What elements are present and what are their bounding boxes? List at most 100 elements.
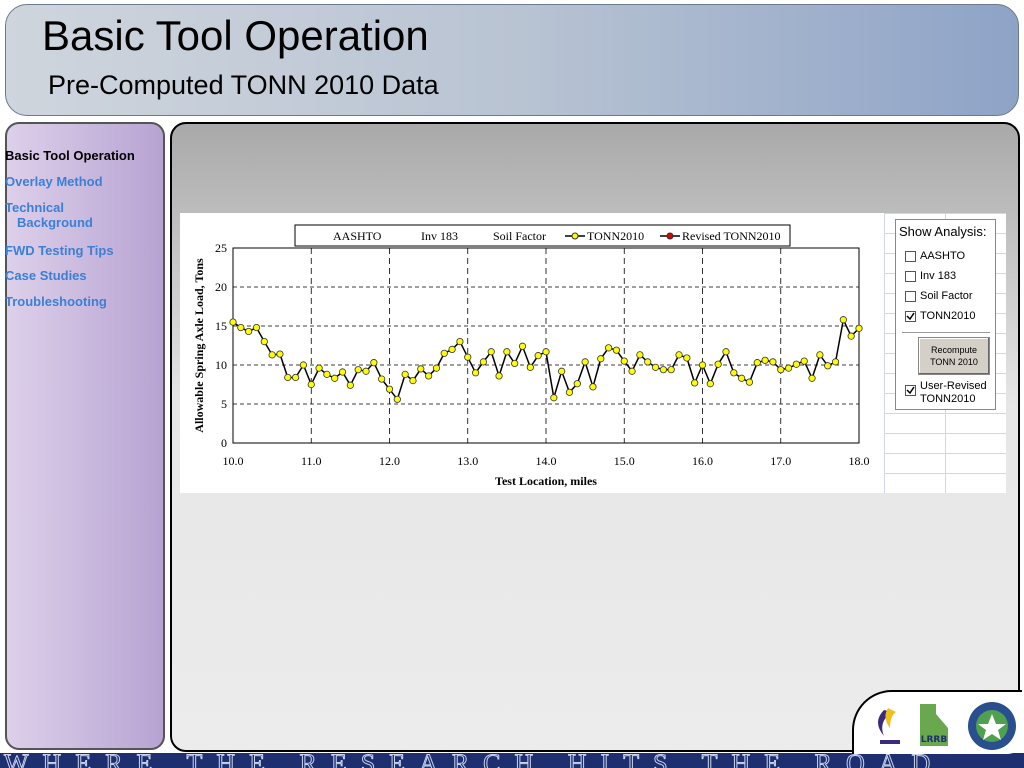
data-point	[268, 351, 276, 359]
data-point	[714, 360, 722, 368]
data-point	[808, 374, 816, 382]
data-point	[276, 350, 284, 358]
data-point	[667, 366, 675, 374]
data-point	[761, 356, 769, 364]
option[interactable]: TONN2010	[905, 310, 975, 322]
data-point	[738, 374, 746, 382]
data-point	[526, 363, 534, 371]
banner: WHERE THE RESEARCH HITS THE ROAD	[3, 753, 945, 768]
data-point	[346, 381, 354, 389]
data-point	[800, 357, 808, 365]
data-point	[683, 354, 691, 362]
checkbox	[905, 311, 916, 322]
data-point	[784, 364, 793, 372]
legend-swatch	[571, 232, 579, 240]
data-point	[597, 355, 605, 363]
data-point	[362, 367, 370, 375]
data-point	[370, 359, 378, 367]
data-point	[456, 338, 464, 346]
data-point	[487, 348, 495, 356]
x-tick-label: 13.0	[457, 454, 478, 468]
nav-item[interactable]: Technical Background	[5, 200, 93, 230]
data-point	[448, 345, 456, 353]
data-point	[518, 342, 527, 350]
data-point	[542, 348, 550, 356]
x-axis-title: Test Location, miles	[495, 474, 597, 488]
data-point	[378, 375, 386, 383]
x-tick-label: 17.0	[770, 454, 791, 468]
legend-box	[294, 224, 791, 247]
panel-title: Show Analysis:	[899, 224, 987, 239]
data-point	[839, 316, 847, 324]
footer: WHERE THE RESEARCH HITS THE ROAD	[0, 753, 1024, 768]
nav-item[interactable]: Case Studies	[5, 268, 87, 283]
x-tick-label: 14.0	[536, 454, 557, 468]
data-point	[440, 349, 448, 357]
data-point	[644, 358, 652, 366]
option-label: Inv 183	[920, 270, 957, 282]
option[interactable]: User-Revised TONN2010	[905, 380, 1002, 406]
y-tick-label: 20	[215, 280, 227, 294]
data-point	[706, 380, 714, 388]
option[interactable]: Soil Factor	[905, 290, 973, 302]
logo-art: LRRB	[878, 702, 1016, 750]
data-point	[425, 372, 433, 380]
data-point	[612, 346, 621, 354]
y-axis-title: Allowable Spring Axle Load, Tons	[192, 258, 206, 433]
checkbox	[905, 291, 916, 302]
data-point	[354, 366, 362, 374]
data-point	[730, 369, 738, 377]
data-point	[831, 358, 840, 366]
option-label: TONN2010	[920, 310, 976, 322]
show-analysis: Show Analysis: Recompute TONN 2010 AASHT…	[895, 219, 996, 410]
data-point	[816, 351, 824, 359]
data-point	[432, 364, 441, 372]
logo-star	[978, 714, 1006, 740]
nav-item[interactable]: FWD Testing Tips	[5, 243, 114, 258]
data-point	[847, 332, 855, 340]
data-point	[409, 377, 417, 385]
data-point	[252, 323, 261, 332]
data-point	[385, 385, 394, 393]
nav-item[interactable]: Overlay Method	[5, 174, 103, 189]
logo-base	[880, 740, 900, 744]
data-point	[745, 378, 754, 386]
x-tick-label: 11.0	[301, 454, 322, 468]
data-point	[573, 380, 581, 388]
data-point	[769, 358, 777, 366]
legend-label: AASHTO	[333, 229, 382, 243]
y-tick-label: 25	[215, 241, 227, 255]
legend-label: Revised TONN2010	[682, 229, 781, 243]
logo-map	[920, 704, 948, 746]
data-point	[292, 373, 300, 382]
data-point	[722, 348, 730, 356]
checkbox	[905, 385, 916, 396]
option-label: Soil Factor	[920, 290, 973, 302]
option[interactable]: AASHTO	[905, 250, 965, 262]
data-point	[792, 360, 801, 368]
data-point	[331, 374, 339, 382]
data-point	[558, 367, 566, 375]
nav-item[interactable]: Troubleshooting	[5, 294, 107, 309]
data-point	[471, 369, 480, 377]
data-point	[338, 368, 347, 376]
data-point	[417, 365, 425, 373]
data-point	[628, 367, 636, 375]
nav-item[interactable]: Basic Tool Operation	[5, 148, 135, 163]
data-point	[401, 370, 409, 378]
option[interactable]: Inv 183	[905, 270, 956, 282]
data-point	[315, 364, 323, 372]
x-tick-label: 10.0	[223, 454, 244, 468]
data-point	[777, 366, 785, 374]
data-point	[534, 352, 542, 360]
data-point	[691, 379, 699, 387]
button[interactable]: Recompute TONN 2010	[918, 337, 990, 375]
data-point	[511, 359, 519, 368]
chart-area: 0 5 10 15 20 25 10.0 11.0 12.0 13.0 14.0 15.0 16.0 17…	[180, 213, 884, 493]
x-tick-label: 15.0	[614, 454, 635, 468]
data-point	[589, 383, 597, 391]
data-point	[698, 361, 707, 369]
data-point	[479, 358, 487, 366]
y-tick-label: 5	[221, 397, 227, 411]
x-tick-label: 16.0	[692, 454, 713, 468]
